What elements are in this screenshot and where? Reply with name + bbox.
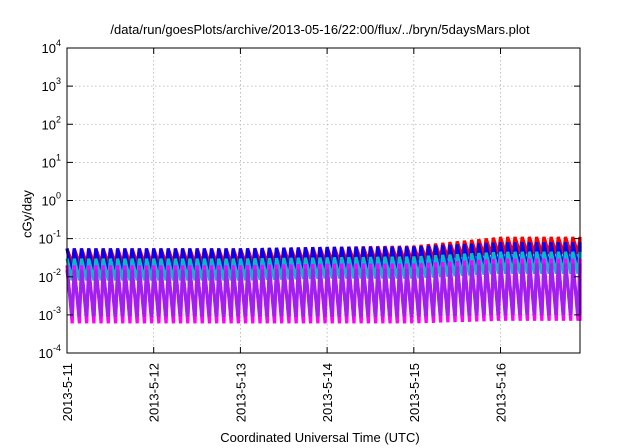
x-tick-label: 2013-5-12 — [147, 363, 162, 422]
series-line — [65, 263, 582, 317]
x-tick-label: 2013-5-13 — [233, 363, 248, 422]
y-axis: 10-4 10-3 10-2 10-1 100 101 102 103 104 — [39, 38, 580, 361]
series-lines — [65, 236, 582, 324]
y-tick-label: 101 — [42, 152, 61, 170]
x-tick-label: 2013-5-15 — [407, 363, 422, 422]
y-tick-label: 103 — [42, 76, 61, 94]
x-tick-label: 2013-5-16 — [494, 363, 509, 422]
x-tick-label: 2013-5-14 — [320, 363, 335, 422]
x-axis: 2013-5-11 2013-5-12 2013-5-13 2013-5-14 2013… — [60, 48, 509, 422]
y-tick-label: 10-4 — [39, 343, 61, 361]
y-tick-label: 104 — [42, 38, 61, 56]
chart-title: /data/run/goesPlots/archive/2013-05-16/2… — [110, 22, 530, 37]
y-tick-label: 10-2 — [39, 267, 61, 285]
x-tick-label: 2013-5-11 — [60, 363, 75, 421]
x-axis-label: Coordinated Universal Time (UTC) — [220, 430, 420, 445]
y-tick-label: 10-1 — [39, 229, 61, 247]
y-tick-label: 102 — [42, 114, 61, 132]
y-tick-label: 100 — [42, 191, 61, 209]
y-tick-label: 10-3 — [39, 305, 61, 323]
